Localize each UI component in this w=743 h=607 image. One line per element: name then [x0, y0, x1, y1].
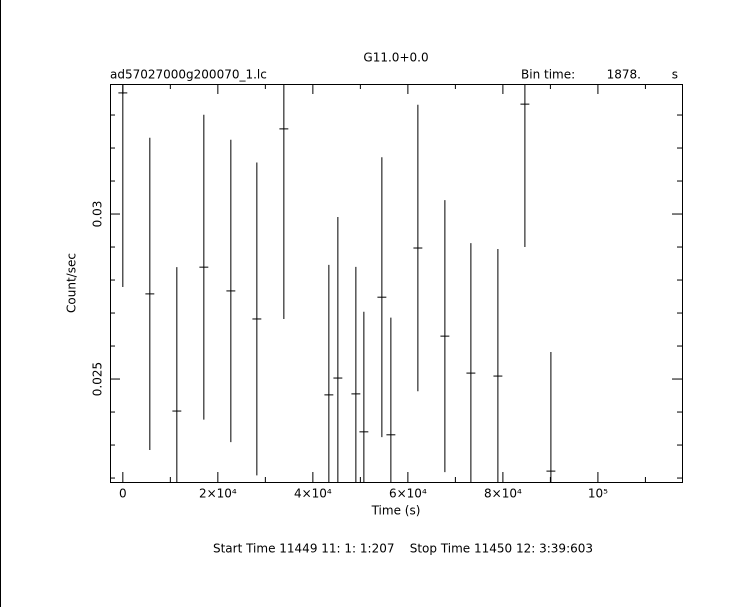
- x-tick-label: 8×10⁴: [484, 487, 522, 501]
- chart-title: G11.0+0.0: [363, 51, 428, 65]
- bin-time-label: Bin time:: [521, 68, 575, 82]
- x-tick-label: 10⁵: [588, 487, 608, 501]
- bin-time-unit: s: [672, 68, 678, 82]
- x-tick-label: 4×10⁴: [294, 487, 332, 501]
- y-tick-label: 0.03: [91, 201, 105, 228]
- x-tick-label: 6×10⁴: [389, 487, 427, 501]
- y-axis-label: Count/sec: [65, 253, 79, 313]
- x-tick-label: 0: [119, 487, 127, 501]
- x-axis-label: Time (s): [371, 504, 421, 518]
- bin-time: 1878.: [607, 68, 641, 82]
- footer: Start Time 11449 11: 1: 1:207 Stop Time …: [213, 542, 593, 556]
- y-tick-label: 0.025: [91, 362, 105, 396]
- x-tick-label: 2×10⁴: [199, 487, 237, 501]
- plot-frame: [110, 84, 683, 483]
- marks: [118, 84, 556, 482]
- file-label: ad57027000g200070_1.lc: [110, 68, 267, 82]
